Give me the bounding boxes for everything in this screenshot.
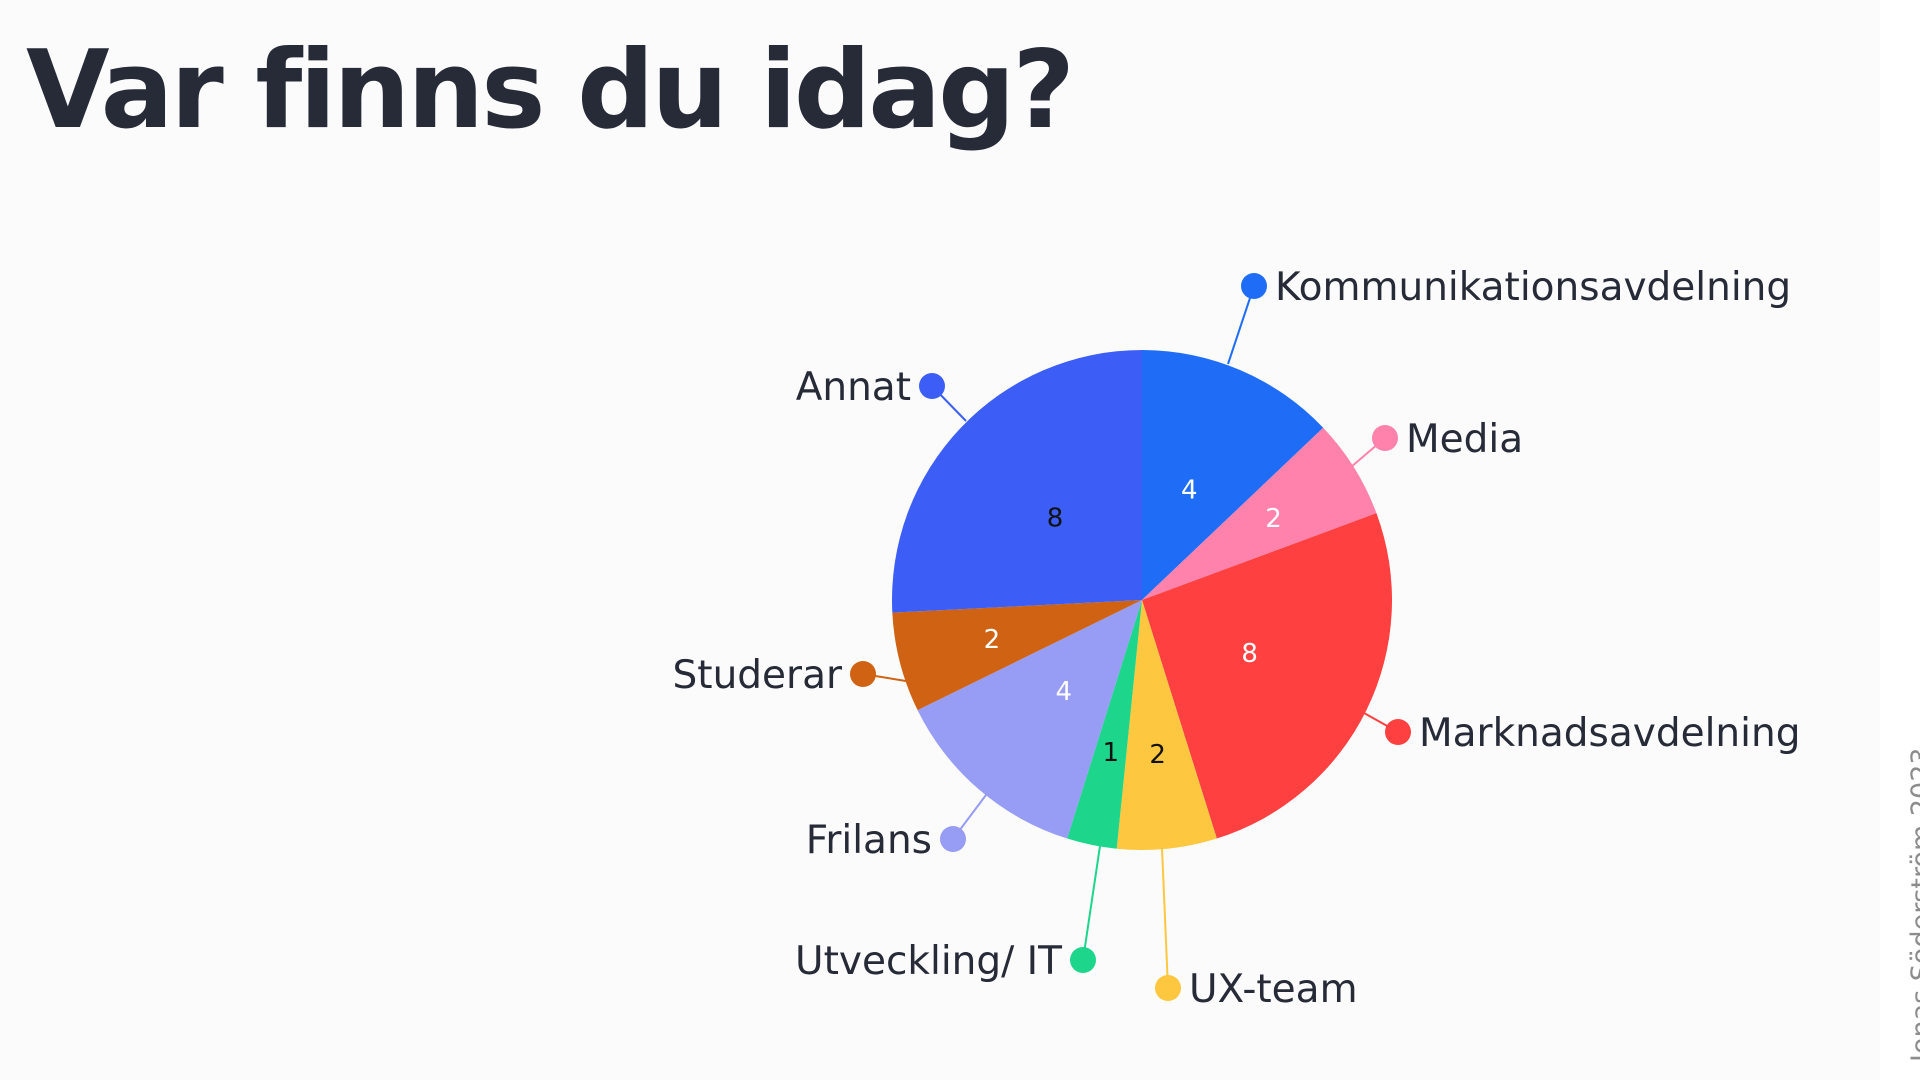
slice-category-label: Marknadsavdelning bbox=[1419, 711, 1800, 756]
pie-slice-studerar bbox=[892, 600, 1142, 711]
leader-line bbox=[1227, 285, 1255, 365]
legend-dot bbox=[1241, 273, 1267, 299]
slice-value-label: 4 bbox=[1056, 677, 1073, 707]
slice-value-label: 4 bbox=[1181, 476, 1198, 506]
legend-dot bbox=[919, 373, 945, 399]
slice-category-label: Annat bbox=[796, 365, 911, 410]
legend-dot bbox=[1372, 425, 1398, 451]
leader-line bbox=[1161, 847, 1169, 989]
slice-category-label: UX-team bbox=[1189, 967, 1358, 1012]
pie-slice-media bbox=[1142, 427, 1377, 600]
legend-dot bbox=[1385, 719, 1411, 745]
slice-category-label: Frilans bbox=[806, 818, 932, 863]
slice-category-label: Kommunikationsavdelning bbox=[1275, 265, 1791, 310]
pie-slice-frilans bbox=[917, 600, 1142, 839]
legend-dot bbox=[850, 661, 876, 687]
slice-value-label: 1 bbox=[1103, 738, 1120, 768]
legend-dot bbox=[1155, 975, 1181, 1001]
slice-value-label: 8 bbox=[1047, 503, 1064, 533]
slide-title: Var finns du idag? bbox=[26, 28, 1075, 153]
slice-category-label: Studerar bbox=[673, 653, 843, 698]
slice-category-label: Media bbox=[1406, 417, 1523, 462]
legend-dot bbox=[1070, 947, 1096, 973]
pie-slice-utveckling-it bbox=[1067, 600, 1142, 849]
credit-text: Jonas Söderström 2023 bbox=[1906, 747, 1920, 1062]
legend-dot bbox=[940, 826, 966, 852]
slice-value-label: 2 bbox=[1149, 740, 1166, 770]
pie-slice-annat bbox=[891, 350, 1142, 613]
slice-value-label: 8 bbox=[1241, 639, 1258, 669]
leader-line bbox=[1082, 845, 1101, 961]
pie-slice-kommunikationsavdelning bbox=[1142, 350, 1324, 600]
slice-category-label: Utveckling/ IT bbox=[795, 939, 1062, 984]
pie-slice-marknadsavdelning bbox=[1142, 513, 1393, 839]
pie-slice-ux-team bbox=[1116, 600, 1217, 851]
slice-value-label: 2 bbox=[1265, 504, 1282, 534]
slice-value-label: 2 bbox=[984, 625, 1001, 655]
